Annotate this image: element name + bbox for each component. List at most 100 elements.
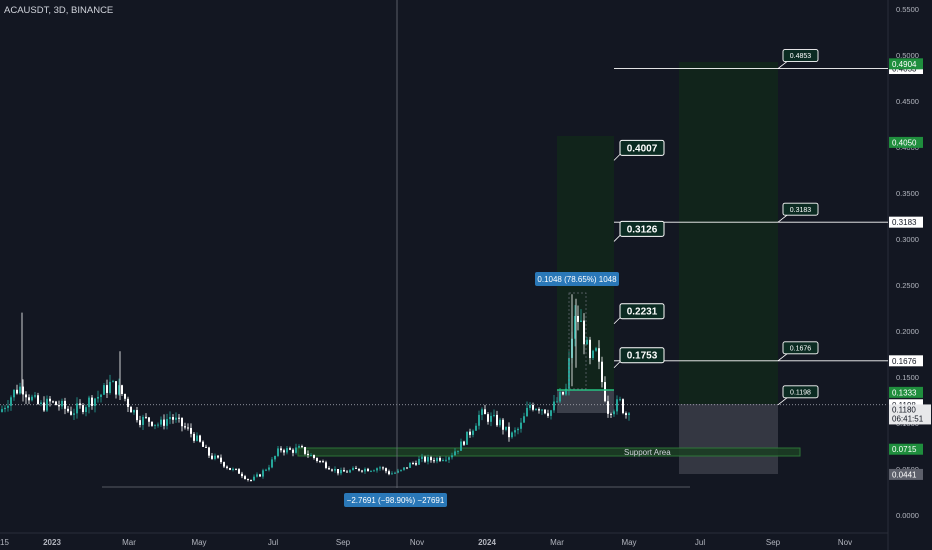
candle xyxy=(190,423,192,438)
candle xyxy=(25,391,27,405)
candle xyxy=(391,471,393,475)
level-callout[interactable]: 0.4853 xyxy=(777,49,819,69)
target-callout[interactable]: 0.4007 xyxy=(613,139,665,161)
candle xyxy=(124,393,126,402)
candle xyxy=(268,464,270,472)
axis-tag-green-text: 0.1333 xyxy=(892,388,917,397)
candle xyxy=(484,404,486,415)
candle xyxy=(415,460,417,467)
axis-tag-green: 0.1333 xyxy=(889,386,923,398)
target-callout[interactable]: 0.2231 xyxy=(613,303,665,325)
candle xyxy=(211,452,213,460)
measure-top-label: 0.1048 (78.65%) 1048 xyxy=(535,272,619,286)
x-tick-label: Mar xyxy=(550,538,564,547)
candle xyxy=(61,398,63,410)
y-tick-label: 0.1500 xyxy=(896,373,919,382)
candle xyxy=(433,457,435,464)
candle xyxy=(178,414,180,423)
candle xyxy=(526,401,528,417)
candle xyxy=(118,378,120,396)
axis-tag-green: 0.0715 xyxy=(889,443,923,455)
candle xyxy=(520,417,522,433)
candle xyxy=(43,396,45,413)
axis-tag-green: 0.4050 xyxy=(889,136,923,148)
countdown-text: 06:41:51 xyxy=(892,414,924,423)
candle xyxy=(193,432,195,443)
level-callout[interactable]: 0.3183 xyxy=(777,202,819,223)
candle xyxy=(367,467,369,472)
long-target-zone xyxy=(557,136,614,390)
symbol-title: ACAUSDT, 3D, BINANCE xyxy=(4,5,114,16)
axis-tag-green-text: 0.4050 xyxy=(892,138,917,147)
candle xyxy=(397,468,399,474)
candle xyxy=(394,471,396,474)
target-callout[interactable]: 0.1753 xyxy=(613,347,665,369)
candle xyxy=(250,479,252,482)
candle xyxy=(403,467,405,471)
axis-tag-green: 0.4904 xyxy=(889,58,923,70)
level-callout[interactable]: 0.1676 xyxy=(777,341,819,362)
candle xyxy=(229,467,231,471)
candle xyxy=(622,398,624,415)
y-tick-label: 0.5000 xyxy=(896,51,919,60)
candle xyxy=(274,455,276,462)
level-callout[interactable]: 0.1198 xyxy=(777,385,819,406)
candle xyxy=(22,379,24,402)
candle xyxy=(220,454,222,464)
candle xyxy=(82,402,84,415)
candle xyxy=(511,431,513,439)
candle xyxy=(592,349,594,360)
candle xyxy=(628,411,630,421)
candle xyxy=(226,465,228,470)
candle xyxy=(1,405,3,413)
candle xyxy=(547,409,549,418)
candle xyxy=(442,458,444,462)
y-tick-label: 0.5500 xyxy=(896,5,919,14)
candle xyxy=(436,456,438,464)
candle xyxy=(7,400,9,412)
candle xyxy=(175,412,177,423)
candle xyxy=(28,394,30,405)
target-callout-text: 0.4007 xyxy=(627,143,658,154)
candle xyxy=(214,453,216,461)
x-tick-label: Nov xyxy=(838,538,852,547)
x-tick-label: Jul xyxy=(268,538,278,547)
axis-tag-green-text: 0.0715 xyxy=(892,445,917,454)
candle xyxy=(385,467,387,474)
candle xyxy=(217,455,219,459)
candle xyxy=(574,305,576,347)
x-tick-label: 2024 xyxy=(478,538,496,547)
candle xyxy=(619,396,621,402)
target-callout[interactable]: 0.3126 xyxy=(613,220,665,242)
y-tick-label: 0.2000 xyxy=(896,327,919,336)
candle xyxy=(481,407,483,421)
candle xyxy=(4,405,6,413)
candle xyxy=(265,468,267,472)
candle xyxy=(298,444,300,448)
candle xyxy=(136,407,138,423)
candle xyxy=(625,411,627,419)
candle xyxy=(325,460,327,470)
candle xyxy=(580,309,582,322)
measure-top-text: 0.1048 (78.65%) 1048 xyxy=(537,275,617,284)
axis-tag-green-text: 0.4904 xyxy=(892,60,917,69)
candle xyxy=(301,444,303,449)
candle xyxy=(64,397,66,415)
candle xyxy=(304,446,306,456)
candle xyxy=(595,346,597,352)
candle xyxy=(295,443,297,455)
candle xyxy=(280,446,282,453)
candle xyxy=(97,390,99,403)
level-callout-text: 0.1198 xyxy=(790,389,811,396)
level-axis-tag: 0.1676 xyxy=(889,355,923,367)
candle xyxy=(490,412,492,427)
target-callout-text: 0.2231 xyxy=(627,307,658,318)
candle xyxy=(322,459,324,463)
candle xyxy=(463,440,465,447)
level-axis-tag-text: 0.1676 xyxy=(892,357,917,366)
candle xyxy=(370,470,372,473)
candle xyxy=(586,337,588,345)
level-axis-tag: 0.3183 xyxy=(889,216,923,228)
candle xyxy=(223,461,225,468)
